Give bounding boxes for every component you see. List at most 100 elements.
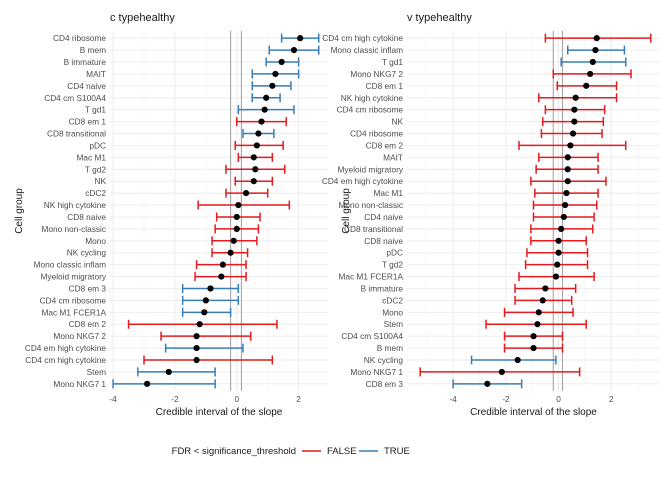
point-estimate — [233, 225, 240, 232]
y-tick-label: CD8 naive — [364, 236, 403, 246]
point-estimate — [202, 297, 209, 304]
point-estimate — [539, 297, 546, 304]
point-estimate — [567, 142, 574, 149]
y-tick-label: pDC — [89, 140, 106, 150]
y-axis-title: Cell group — [341, 188, 352, 234]
y-tick-label: NK cycling — [67, 248, 107, 258]
point-estimate — [233, 213, 240, 221]
y-tick-label: CD8 em 1 — [69, 117, 107, 127]
y-tick-label: CD4 em high cytokine — [322, 176, 404, 186]
y-tick-label: Mono NKG7 2 — [350, 69, 403, 79]
y-tick-label: CD4 cm high cytokine — [25, 355, 106, 365]
point-estimate — [558, 225, 565, 232]
point-estimate — [253, 142, 260, 149]
point-estimate — [227, 249, 234, 256]
point-estimate — [272, 70, 279, 78]
y-tick-label: CD4 cm high cytokine — [322, 33, 403, 43]
point-estimate — [572, 94, 579, 101]
point-estimate — [219, 261, 226, 268]
y-tick-label: MAIT — [86, 69, 106, 79]
y-tick-label: Myeloid migratory — [41, 272, 107, 282]
y-tick-label: CD8 naive — [67, 212, 106, 222]
y-tick-label: Mono NKG7 1 — [350, 367, 403, 377]
y-tick-label: T gd1 — [382, 57, 403, 67]
y-axis-title: Cell group — [14, 188, 25, 234]
panel-title: c typehealthy — [110, 12, 175, 24]
y-tick-label: CD4 naive — [364, 212, 403, 222]
y-tick-label: CD8 em 1 — [366, 81, 404, 91]
x-tick-label: 0 — [556, 394, 561, 404]
point-estimate — [242, 190, 250, 197]
y-tick-label: Mono classic inflam — [34, 260, 106, 270]
y-tick-label: CD4 em high cytokine — [25, 343, 107, 353]
y-tick-label: CD8 em 3 — [69, 283, 107, 293]
point-estimate — [269, 82, 276, 89]
point-estimate — [498, 368, 505, 376]
y-tick-label: NK cycling — [364, 355, 404, 365]
point-estimate — [207, 285, 214, 292]
point-estimate — [484, 380, 491, 387]
point-estimate — [250, 154, 257, 161]
error-bar — [137, 367, 216, 377]
y-tick-label: CD8 em 2 — [69, 319, 107, 329]
y-tick-label: Mono — [85, 236, 106, 246]
y-tick-label: CD8 transitional — [47, 129, 106, 139]
point-estimate — [587, 70, 594, 78]
y-tick-label: pDC — [386, 248, 403, 258]
error-bar — [112, 379, 216, 389]
x-tick-label: 0 — [234, 394, 239, 404]
point-estimate — [589, 58, 596, 66]
point-estimate — [535, 309, 542, 316]
point-estimate — [278, 58, 285, 66]
point-estimate — [592, 46, 599, 54]
y-tick-label: CD8 em 3 — [366, 379, 404, 389]
point-estimate — [563, 190, 570, 197]
point-estimate — [564, 166, 571, 173]
y-tick-label: Stem — [384, 319, 403, 329]
y-tick-label: Stem — [87, 367, 106, 377]
panel-title: v typehealthy — [407, 12, 472, 24]
y-tick-label: Mac M1 — [373, 188, 403, 198]
y-tick-label: CD4 naive — [67, 81, 106, 91]
point-estimate — [530, 333, 537, 340]
y-tick-label: NK — [94, 176, 106, 186]
point-estimate — [571, 118, 578, 125]
y-tick-label: CD4 cm ribosome — [40, 295, 107, 305]
x-tick-label: -4 — [109, 394, 117, 404]
point-estimate — [583, 82, 590, 89]
error-bar — [470, 355, 557, 365]
y-tick-label: CD4 ribosome — [53, 33, 106, 43]
legend-label-true: TRUE — [384, 446, 410, 457]
point-estimate — [542, 285, 549, 292]
y-tick-label: T gd1 — [85, 105, 106, 115]
y-tick-label: B immature — [361, 283, 404, 293]
point-estimate — [290, 46, 298, 54]
panel-v-typehealthy: v typehealthy CD4 cm high cytokine Mono cl… — [322, 12, 660, 418]
x-tick-label: -2 — [502, 394, 510, 404]
error-bar — [143, 355, 274, 365]
y-tick-label: CD8 transitional — [344, 224, 403, 234]
x-tick-label: -4 — [449, 394, 457, 404]
y-tick-label: Mono NKG7 2 — [53, 331, 106, 341]
y-tick-label: T gd2 — [85, 164, 106, 174]
y-tick-label: B mem — [377, 343, 403, 353]
y-tick-label: Mono — [382, 307, 403, 317]
y-tick-label: Mono non-classic — [41, 224, 106, 234]
y-tick-label: Mac M1 — [76, 152, 106, 162]
point-estimate — [196, 321, 203, 328]
x-axis-title: Credible interval of the slope — [470, 407, 597, 418]
y-tick-label: CD4 cm S100A4 — [44, 93, 106, 103]
y-tick-label: cDC2 — [382, 295, 403, 305]
y-tick-label: Mac M1 FCER1A — [41, 307, 106, 317]
point-estimate — [144, 380, 151, 387]
y-tick-label: CD4 ribosome — [350, 129, 403, 139]
point-estimate — [258, 118, 265, 125]
y-tick-label: CD4 cm S100A4 — [341, 331, 403, 341]
point-estimate — [235, 201, 242, 209]
y-tick-label: Mono classic inflam — [331, 45, 403, 55]
x-tick-label: 2 — [296, 394, 301, 404]
point-estimate — [555, 237, 562, 244]
point-estimate — [165, 368, 172, 376]
legend-label-false: FALSE — [327, 446, 357, 457]
